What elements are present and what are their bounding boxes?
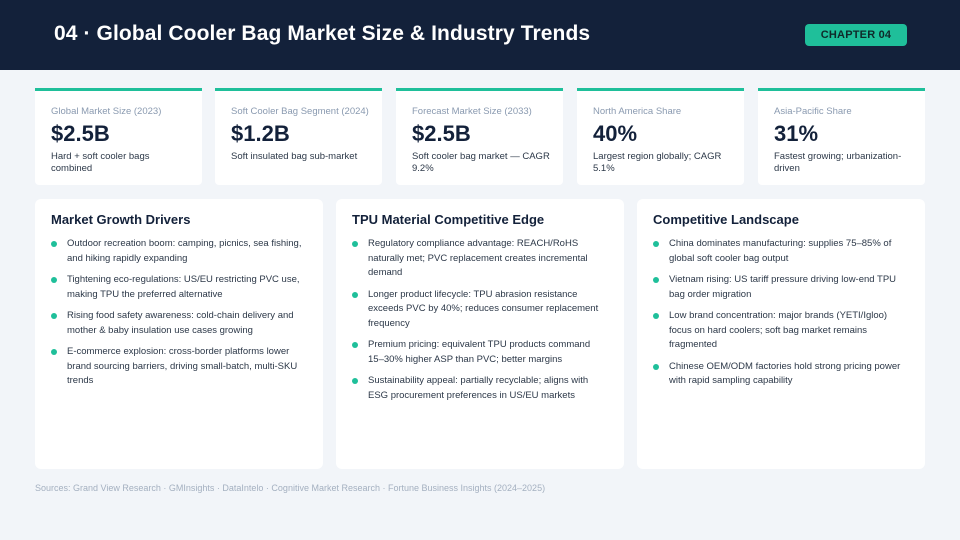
- bullet-dot-icon: [653, 241, 659, 247]
- list-item: Longer product lifecycle: TPU abrasion r…: [352, 288, 608, 332]
- list-item-text: Rising food safety awareness: cold-chain…: [67, 310, 294, 336]
- list-item: Vietnam rising: US tariff pressure drivi…: [653, 273, 909, 302]
- bullet-list: China dominates manufacturing: supplies …: [653, 237, 909, 389]
- list-item: Chinese OEM/ODM factories hold strong pr…: [653, 360, 909, 389]
- bullet-dot-icon: [51, 277, 57, 283]
- bullet-list: Regulatory compliance advantage: REACH/R…: [352, 237, 608, 403]
- bullet-dot-icon: [352, 378, 358, 384]
- bullet-dot-icon: [352, 342, 358, 348]
- stat-desc: Hard + soft cooler bags combined: [51, 151, 150, 174]
- bullet-dot-icon: [51, 241, 57, 247]
- bullet-dot-icon: [653, 363, 659, 370]
- list-item-text: Longer product lifecycle: TPU abrasion r…: [368, 288, 599, 329]
- list-item: Tightening eco-regulations: US/EU restri…: [51, 273, 307, 302]
- header-bar: 04 · Global Cooler Bag Market Size & Ind…: [0, 0, 960, 70]
- stat-value: 40%: [593, 121, 638, 146]
- bullet-dot-icon: [51, 313, 57, 319]
- bullet-dot-icon: [653, 313, 659, 319]
- stat-card-soft-segment: Soft Cooler Bag Segment (2024) $1.2B Sof…: [215, 88, 382, 185]
- stats-row: Global Market Size (2023) $2.5B Hard + s…: [35, 88, 925, 185]
- chapter-badge: CHAPTER 04: [805, 24, 907, 46]
- panel-title: Competitive Landscape: [653, 212, 799, 227]
- stat-label: Forecast Market Size (2033): [412, 106, 532, 117]
- list-item-text: Chinese OEM/ODM factories hold strong pr…: [669, 360, 901, 387]
- list-item-text: Outdoor recreation boom: camping, picnic…: [67, 238, 302, 264]
- stat-label: North America Share: [593, 106, 682, 117]
- stat-desc: Fastest growing; urbanization-driven: [774, 151, 902, 174]
- list-item: Outdoor recreation boom: camping, picnic…: [51, 237, 307, 266]
- list-item-text: China dominates manufacturing: supplies …: [669, 238, 892, 264]
- stat-label: Soft Cooler Bag Segment (2024): [231, 106, 369, 117]
- list-item-text: Regulatory compliance advantage: REACH/R…: [368, 238, 588, 278]
- list-item-text: Vietnam rising: US tariff pressure drivi…: [669, 274, 897, 300]
- list-item-text: Sustainability appeal: partially recycla…: [368, 375, 589, 401]
- list-item: Sustainability appeal: partially recycla…: [352, 374, 608, 403]
- stat-label: Asia-Pacific Share: [774, 106, 852, 117]
- bullet-dot-icon: [352, 291, 358, 298]
- bullet-dot-icon: [51, 349, 57, 355]
- list-item: Regulatory compliance advantage: REACH/R…: [352, 237, 608, 281]
- page-title: 04 · Global Cooler Bag Market Size & Ind…: [54, 22, 591, 45]
- list-item-text: Tightening eco-regulations: US/EU restri…: [67, 274, 300, 300]
- stat-desc: Largest region globally; CAGR 5.1%: [593, 151, 722, 174]
- bullet-dot-icon: [352, 241, 358, 247]
- sources-footnote: Sources: Grand View Research · GMInsight…: [35, 483, 546, 493]
- list-item: Rising food safety awareness: cold-chain…: [51, 309, 307, 338]
- bullet-dot-icon: [653, 277, 659, 283]
- stat-value: 31%: [774, 121, 819, 146]
- stat-desc: Soft cooler bag market — CAGR 9.2%: [412, 151, 550, 174]
- list-item: Premium pricing: equivalent TPU products…: [352, 338, 608, 367]
- stat-card-north-america: North America Share 40% Largest region g…: [577, 88, 744, 185]
- list-item-text: Low brand concentration: major brands (Y…: [669, 310, 888, 350]
- panel-competitive-landscape: Competitive Landscape China dominates ma…: [637, 199, 925, 469]
- stat-label: Global Market Size (2023): [51, 106, 162, 117]
- stat-card-forecast: Forecast Market Size (2033) $2.5B Soft c…: [396, 88, 563, 185]
- panel-title: TPU Material Competitive Edge: [352, 212, 545, 227]
- stat-card-global-market: Global Market Size (2023) $2.5B Hard + s…: [35, 88, 202, 185]
- stat-desc: Soft insulated bag sub-market: [231, 151, 358, 162]
- list-item: Low brand concentration: major brands (Y…: [653, 309, 909, 353]
- stat-value: $2.5B: [51, 121, 110, 146]
- list-item: E-commerce explosion: cross-border platf…: [51, 345, 307, 389]
- panel-growth-drivers: Market Growth Drivers Outdoor recreation…: [35, 199, 323, 469]
- list-item-text: E-commerce explosion: cross-border platf…: [67, 346, 298, 386]
- list-item: China dominates manufacturing: supplies …: [653, 237, 909, 266]
- stat-value: $1.2B: [231, 121, 290, 146]
- panel-title: Market Growth Drivers: [51, 212, 191, 227]
- stat-card-asia-pacific: Asia-Pacific Share 31% Fastest growing; …: [758, 88, 925, 185]
- bullet-list: Outdoor recreation boom: camping, picnic…: [51, 237, 307, 389]
- list-item-text: Premium pricing: equivalent TPU products…: [368, 339, 591, 365]
- stat-value: $2.5B: [412, 121, 471, 146]
- panel-tpu-edge: TPU Material Competitive Edge Regulatory…: [336, 199, 624, 469]
